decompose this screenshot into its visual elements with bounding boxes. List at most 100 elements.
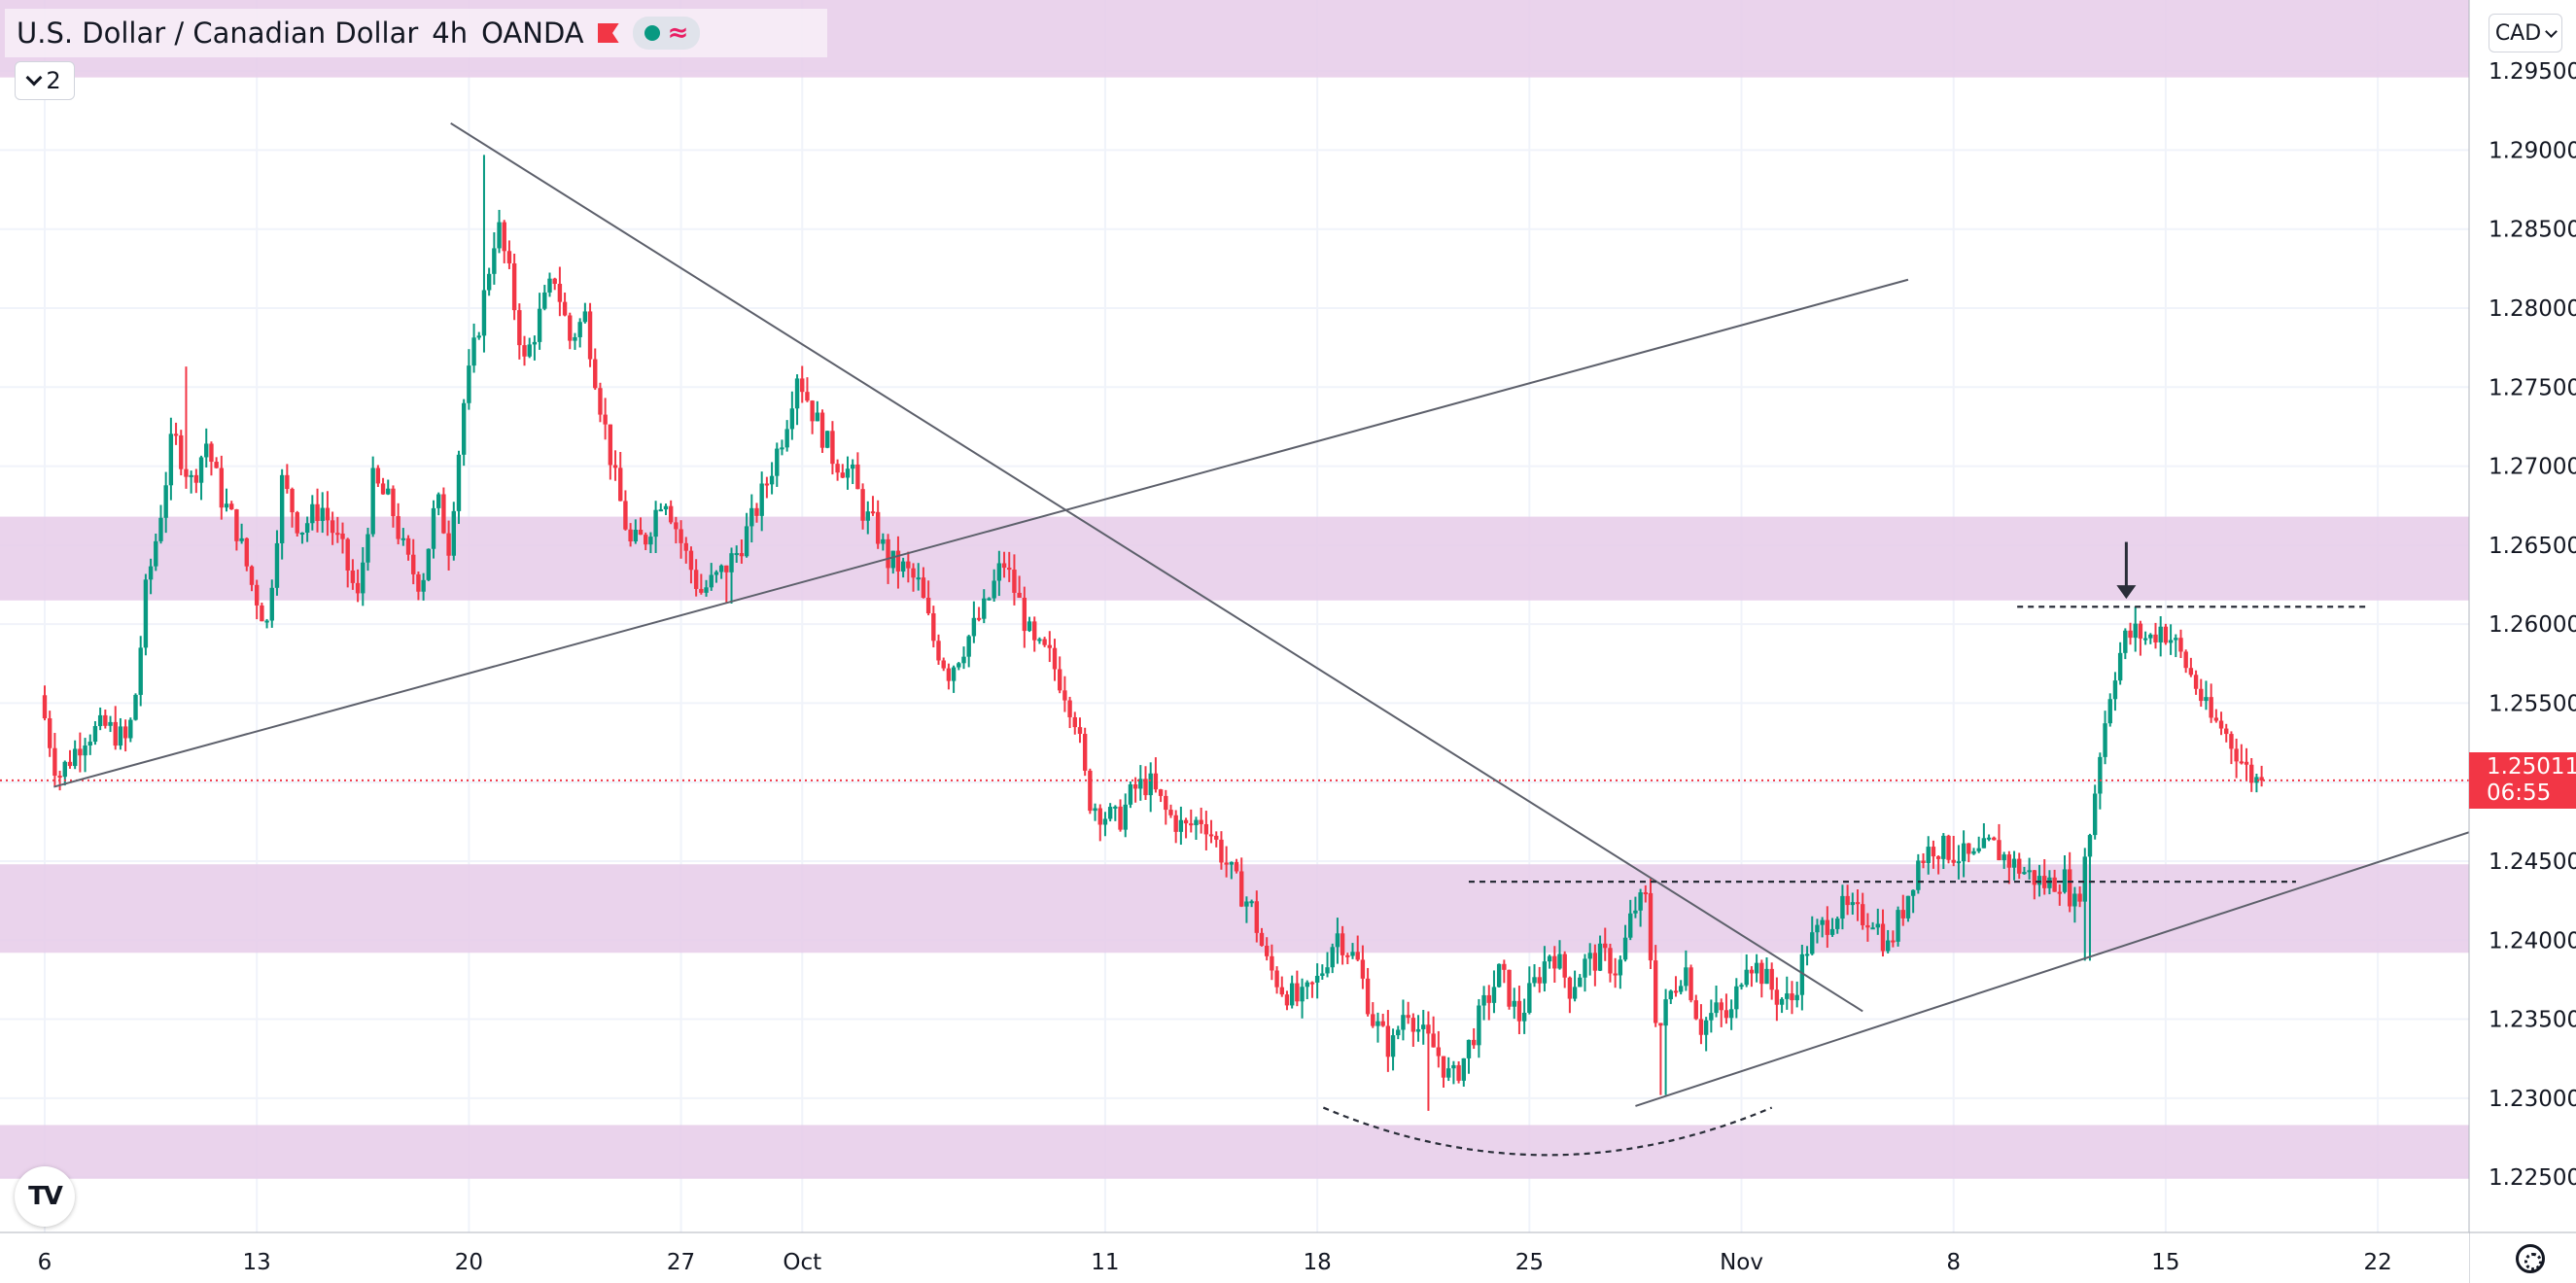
- candle-body: [688, 550, 694, 571]
- candle-body: [2006, 854, 2012, 868]
- candle-body: [42, 695, 48, 719]
- candle-body: [1325, 967, 1330, 974]
- candle-body: [931, 613, 936, 642]
- candle-body: [1673, 990, 1679, 993]
- candle-body: [1921, 860, 1926, 863]
- candle-body: [648, 537, 653, 545]
- candle-body: [2123, 630, 2128, 653]
- candle-body: [1072, 716, 1077, 728]
- candle-body: [1415, 1028, 1421, 1032]
- candle-body: [1017, 592, 1022, 598]
- gear-icon[interactable]: [2516, 1244, 2545, 1273]
- candle-body: [1815, 924, 1820, 933]
- candle-body: [1997, 840, 2002, 861]
- candle-body: [1684, 967, 1688, 987]
- candle-body: [184, 468, 189, 477]
- time-tick-label: 11: [1091, 1250, 1119, 1275]
- candle-body: [1305, 982, 1309, 988]
- currency-label: CAD: [2494, 20, 2542, 46]
- candle-body: [683, 542, 688, 551]
- candle-body: [471, 337, 476, 366]
- time-tick-label: Nov: [1720, 1250, 1763, 1275]
- time-tick-label: 27: [667, 1250, 695, 1275]
- indicator-count: 2: [46, 67, 61, 94]
- candle-body: [1941, 835, 1946, 859]
- price-tick-label: 1.27500: [2489, 375, 2576, 400]
- flag-icon[interactable]: [597, 23, 619, 43]
- candle-body: [476, 335, 481, 338]
- candle-body: [1320, 973, 1325, 976]
- candle-body: [330, 520, 335, 534]
- candle-body: [2148, 634, 2153, 639]
- tradingview-logo-icon[interactable]: TV: [15, 1166, 75, 1227]
- indicators-collapse-button[interactable]: 2: [15, 61, 75, 100]
- candle-body: [1658, 1023, 1663, 1026]
- candle-body: [1850, 902, 1856, 906]
- candle-body: [668, 505, 674, 523]
- price-axis[interactable]: 1.29500 1.29000 1.28500 1.28000 1.27500 1.270…: [2468, 0, 2576, 1283]
- candle-body: [1234, 861, 1239, 872]
- candle-body: [1012, 569, 1017, 593]
- candle-body: [1132, 784, 1138, 789]
- candle-body: [2254, 777, 2259, 783]
- candle-body: [118, 726, 123, 746]
- candle-body: [1037, 639, 1042, 642]
- candle-body: [148, 566, 154, 580]
- candle-body: [2239, 761, 2245, 764]
- chevron-down-icon: [2545, 24, 2559, 38]
- candle-body: [411, 554, 416, 574]
- candle-body: [1406, 1015, 1410, 1019]
- candle-body: [618, 468, 623, 502]
- candle-body: [1496, 963, 1502, 988]
- candle-body: [1421, 1024, 1426, 1029]
- candle-body: [2158, 626, 2163, 642]
- candle-body: [1042, 639, 1047, 645]
- price-tick-label: 1.28500: [2489, 218, 2576, 243]
- candle-body: [527, 344, 532, 357]
- symbol-header[interactable]: U.S. Dollar / Canadian Dollar 4h OANDA ≈: [5, 9, 827, 57]
- candle-body: [663, 505, 669, 510]
- candle-body: [128, 719, 133, 739]
- candle-body: [1728, 1009, 1734, 1019]
- candle-body: [815, 412, 820, 422]
- candle-body: [1426, 1024, 1431, 1034]
- candle-body: [982, 598, 987, 619]
- candle-body: [1835, 919, 1840, 929]
- time-axis[interactable]: 6 13 20 27 Oct 11 18 25 Nov 8 15 22: [0, 1231, 2576, 1283]
- candle-body: [189, 474, 193, 477]
- candle-body: [961, 656, 966, 664]
- candle-body: [1289, 983, 1295, 1006]
- price-tick-label: 1.23500: [2489, 1008, 2576, 1033]
- candle-body: [224, 503, 229, 508]
- candle-body: [1709, 1013, 1714, 1021]
- price-tick-label: 1.26500: [2489, 534, 2576, 559]
- candle-body: [2193, 675, 2199, 689]
- candle-body: [1466, 1039, 1472, 1058]
- candle-body: [1062, 690, 1067, 701]
- candle-body: [2077, 893, 2082, 902]
- candle-body: [304, 523, 310, 534]
- candle-body: [1891, 940, 1896, 943]
- interval-label[interactable]: 4h: [432, 17, 469, 50]
- candle-body: [264, 620, 269, 623]
- price-tick-label: 1.26000: [2489, 612, 2576, 638]
- candle-body: [1274, 970, 1279, 988]
- last-price-tag: 1.25011 06:55: [2469, 752, 2576, 809]
- price-tick-label: 1.29500: [2489, 59, 2576, 85]
- candle-body: [2103, 723, 2107, 757]
- candle-body: [1633, 910, 1638, 914]
- candle-body: [143, 579, 149, 648]
- candle-body: [1259, 932, 1265, 947]
- candle-body: [1446, 1068, 1451, 1078]
- candle-body: [729, 553, 734, 572]
- candle-body: [1410, 1018, 1416, 1032]
- candle-body: [1077, 727, 1083, 735]
- market-status-pill[interactable]: ≈: [632, 17, 701, 50]
- candle-body: [1861, 904, 1865, 925]
- candle-body: [1168, 810, 1173, 815]
- currency-button[interactable]: CAD: [2489, 14, 2562, 52]
- candle-body: [1219, 839, 1224, 863]
- candle-body: [568, 315, 573, 341]
- candle-body: [992, 580, 996, 599]
